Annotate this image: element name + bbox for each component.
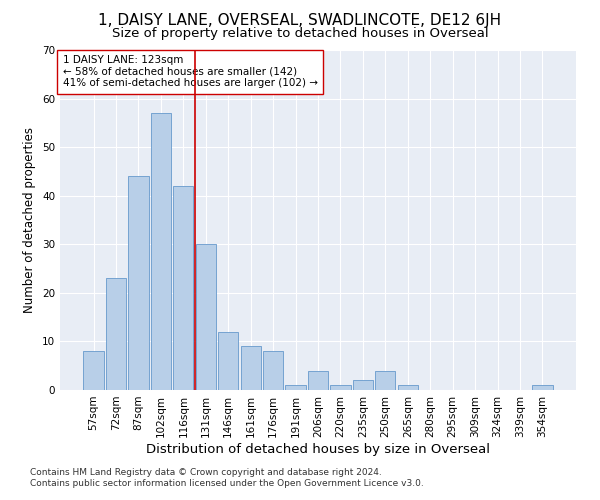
Bar	[218, 332, 238, 390]
Bar	[398, 385, 418, 390]
X-axis label: Distribution of detached houses by size in Overseal: Distribution of detached houses by size …	[146, 442, 490, 456]
Bar	[83, 351, 104, 390]
Text: 1, DAISY LANE, OVERSEAL, SWADLINCOTE, DE12 6JH: 1, DAISY LANE, OVERSEAL, SWADLINCOTE, DE…	[98, 12, 502, 28]
Bar	[173, 186, 193, 390]
Bar	[375, 370, 395, 390]
Bar	[263, 351, 283, 390]
Bar	[308, 370, 328, 390]
Bar	[151, 113, 171, 390]
Text: Size of property relative to detached houses in Overseal: Size of property relative to detached ho…	[112, 28, 488, 40]
Text: 1 DAISY LANE: 123sqm
← 58% of detached houses are smaller (142)
41% of semi-deta: 1 DAISY LANE: 123sqm ← 58% of detached h…	[62, 55, 317, 88]
Bar	[353, 380, 373, 390]
Bar	[196, 244, 216, 390]
Y-axis label: Number of detached properties: Number of detached properties	[23, 127, 37, 313]
Bar	[128, 176, 149, 390]
Text: Contains HM Land Registry data © Crown copyright and database right 2024.
Contai: Contains HM Land Registry data © Crown c…	[30, 468, 424, 487]
Bar	[106, 278, 126, 390]
Bar	[286, 385, 305, 390]
Bar	[331, 385, 350, 390]
Bar	[241, 346, 261, 390]
Bar	[532, 385, 553, 390]
